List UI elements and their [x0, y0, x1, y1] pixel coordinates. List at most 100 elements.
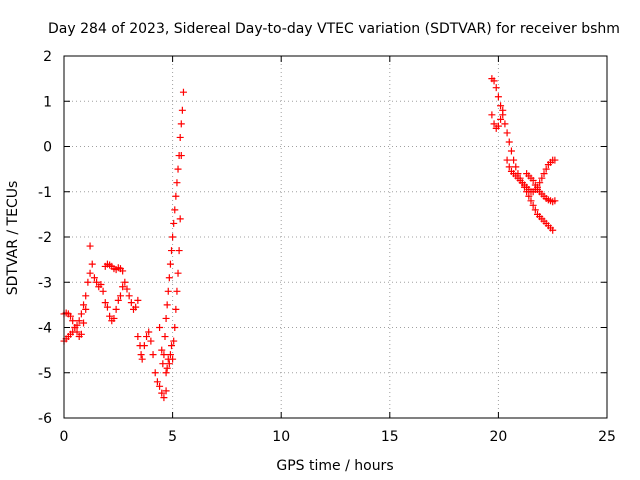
- data-point: [497, 115, 505, 123]
- data-point: [119, 267, 127, 275]
- data-point: [529, 176, 537, 184]
- data-point: [116, 292, 124, 300]
- data-point: [507, 147, 515, 155]
- data-point: [93, 278, 101, 286]
- data-point: [160, 351, 168, 359]
- data-point: [77, 310, 85, 318]
- data-point: [164, 287, 172, 295]
- data-point: [536, 179, 544, 187]
- data-point: [162, 369, 170, 377]
- series-arc-8: [488, 75, 557, 234]
- y-tick-label: -3: [38, 275, 52, 291]
- data-point: [166, 260, 174, 268]
- data-point: [123, 285, 131, 293]
- data-point: [176, 215, 184, 223]
- data-point: [127, 299, 135, 307]
- data-point: [173, 287, 181, 295]
- data-point: [162, 387, 170, 395]
- data-point: [510, 156, 518, 164]
- data-point: [88, 260, 96, 268]
- series-arc-2: [60, 305, 90, 341]
- data-point: [99, 287, 107, 295]
- data-point: [138, 355, 146, 363]
- data-point: [531, 181, 539, 189]
- data-point: [159, 360, 167, 368]
- data-point: [169, 233, 177, 241]
- data-point: [69, 317, 77, 325]
- data-point: [168, 342, 176, 350]
- data-point: [75, 317, 83, 325]
- y-tick-label: 0: [43, 140, 52, 156]
- series-arc-9: [488, 106, 507, 132]
- data-point: [177, 120, 185, 128]
- data-point: [540, 170, 548, 178]
- data-point: [175, 247, 183, 255]
- data-point: [178, 106, 186, 114]
- data-point: [172, 192, 180, 200]
- y-tick-label: -2: [38, 230, 52, 246]
- data-point: [166, 351, 174, 359]
- data-point: [531, 206, 539, 214]
- data-point: [140, 342, 148, 350]
- y-tick-label: -4: [38, 321, 52, 337]
- data-point: [151, 369, 159, 377]
- data-point: [71, 324, 79, 331]
- x-tick-label: 10: [272, 429, 290, 445]
- data-point: [177, 152, 185, 160]
- data-point: [147, 337, 155, 345]
- data-point: [110, 314, 118, 322]
- data-point: [490, 77, 498, 85]
- data-point: [158, 389, 166, 397]
- data-point: [499, 106, 507, 114]
- grid: [64, 56, 607, 418]
- x-tick-label: 25: [598, 429, 616, 445]
- data-point: [490, 120, 498, 128]
- data-point: [173, 179, 181, 187]
- data-point: [137, 351, 145, 359]
- data-point: [114, 296, 122, 304]
- data-point: [106, 312, 114, 320]
- data-point: [174, 165, 182, 173]
- data-point: [80, 301, 88, 309]
- data-point: [153, 378, 161, 386]
- data-point: [494, 93, 502, 101]
- data-point: [174, 269, 182, 277]
- data-point: [161, 333, 169, 341]
- y-tick-label: -6: [38, 411, 52, 427]
- data-point: [84, 278, 92, 286]
- series-arc-5: [134, 328, 170, 402]
- data-point: [505, 138, 513, 146]
- data-point: [551, 156, 559, 164]
- data-point: [503, 129, 511, 137]
- axes: 0 5 10 15 20 25 -6 -5 -4 -3 -2 -1 0 1 2: [38, 49, 616, 445]
- y-tick-label: 2: [43, 49, 52, 65]
- data-point: [163, 301, 171, 309]
- data-point: [134, 296, 142, 304]
- data-point: [551, 197, 559, 205]
- data-point: [125, 292, 133, 300]
- x-tick-label: 0: [60, 429, 69, 445]
- data-point: [525, 192, 533, 200]
- data-point: [101, 299, 109, 307]
- series-arc-6: [156, 88, 187, 368]
- data-point: [170, 219, 178, 227]
- x-tick-label: 15: [381, 429, 399, 445]
- data-point: [77, 330, 85, 338]
- data-point: [86, 242, 94, 250]
- data-point: [90, 274, 98, 282]
- data-point: [165, 360, 173, 368]
- data-point: [156, 324, 164, 331]
- data-point: [172, 305, 180, 313]
- x-tick-label: 20: [489, 429, 507, 445]
- y-tick-label: -1: [38, 185, 52, 201]
- data-point: [176, 133, 184, 141]
- data-point: [82, 305, 90, 313]
- data-point: [82, 292, 90, 300]
- data-point: [112, 305, 120, 313]
- series-arc-3: [86, 242, 142, 325]
- data-point: [80, 319, 88, 327]
- data-point: [168, 247, 176, 255]
- data-point: [156, 382, 164, 390]
- data-point: [549, 226, 557, 234]
